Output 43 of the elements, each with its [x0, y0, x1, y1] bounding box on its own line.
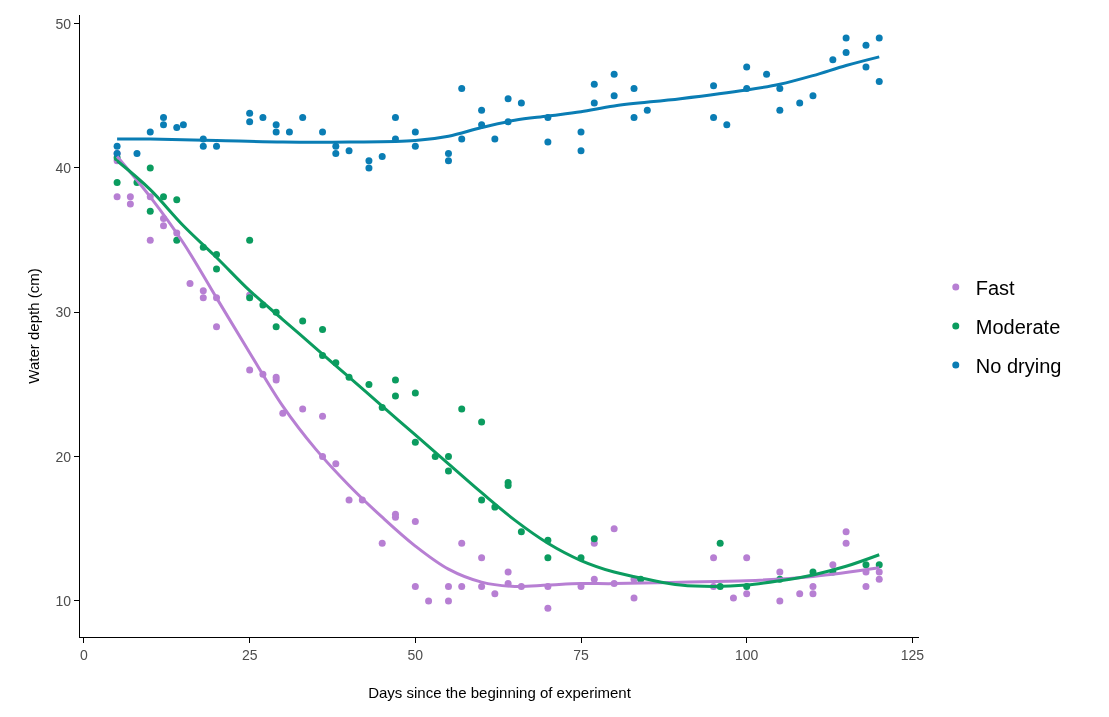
point [299, 317, 307, 325]
x-tick-label: 50 [407, 646, 424, 663]
point [716, 539, 724, 547]
point [272, 323, 280, 331]
point [391, 392, 399, 400]
x-tick-label: 0 [80, 646, 89, 663]
point [590, 535, 598, 543]
y-tick-label: 50 [55, 15, 72, 32]
point [444, 467, 452, 475]
point [173, 196, 181, 204]
y-tick-label: 30 [55, 304, 72, 321]
y-tick-label: 10 [55, 592, 72, 609]
point [444, 453, 452, 461]
legend-label: No drying [975, 354, 1062, 377]
point [160, 193, 167, 201]
x-tick-label: 100 [735, 646, 759, 663]
point [544, 554, 552, 562]
x-tick-label: 25 [241, 646, 258, 663]
x-axis-title: Days since the beginning of experiment [368, 683, 632, 701]
legend-label: Moderate [975, 315, 1061, 338]
point [146, 164, 154, 172]
point [875, 561, 883, 569]
y-tick-label: 40 [55, 159, 72, 176]
point [365, 380, 373, 388]
x-tick-label: 75 [573, 646, 590, 663]
point [517, 528, 525, 536]
point [411, 389, 419, 397]
y-tick-label: 20 [55, 448, 72, 465]
y-axis-title: Water depth (cm) [24, 268, 42, 384]
point [319, 326, 327, 334]
point [246, 236, 254, 244]
point [146, 207, 154, 215]
point [411, 438, 419, 446]
legend-label: Fast [975, 276, 1016, 299]
point [391, 376, 399, 384]
x-tick-label: 125 [900, 646, 925, 663]
point [478, 496, 486, 504]
point [458, 405, 466, 413]
point [113, 178, 121, 186]
point [213, 265, 221, 273]
point [862, 561, 870, 569]
point [478, 418, 486, 426]
point [173, 236, 181, 244]
